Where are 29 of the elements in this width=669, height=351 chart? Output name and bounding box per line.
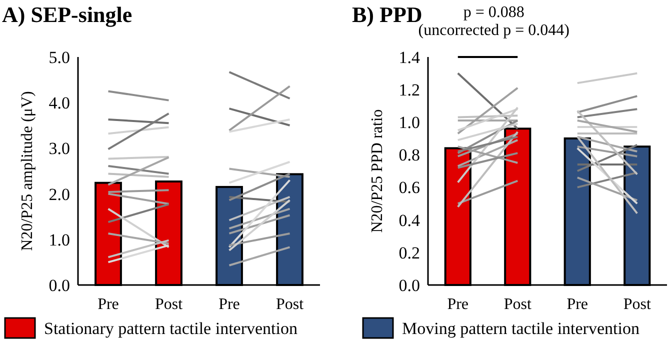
y-axis-title: N20/P25 PPD ratio [369, 109, 386, 233]
y-tick-label: 1.2 [398, 80, 420, 100]
x-tick-label: Post [154, 296, 184, 313]
legend-label: Moving pattern tactile intervention [402, 319, 640, 338]
y-tick-label: 0.4 [398, 210, 420, 230]
y-tick-label: 0.0 [48, 276, 70, 295]
text: p = 0.088 [463, 4, 524, 21]
y-tick-label: 2.0 [48, 184, 70, 204]
x-tick-label: Pre [218, 296, 240, 313]
x-tick-label: Pre [447, 296, 469, 313]
x-tick-label: Pre [98, 296, 119, 313]
y-tick-label: 4.0 [48, 94, 70, 113]
x-tick-label: Post [504, 296, 532, 313]
y-tick-label: 0.2 [398, 243, 420, 262]
text: (uncorrected p = 0.044) [418, 22, 570, 39]
x-tick-label: Post [276, 296, 304, 313]
y-tick-label: 1.4 [398, 48, 420, 67]
y-tick-label: 5.0 [48, 48, 70, 67]
x-tick-label: Post [623, 296, 652, 313]
y-axis-title: N20/P25 amplitude (μV) [19, 91, 36, 251]
y-tick-label: 0.0 [398, 276, 420, 295]
chart-title: A) SEP-single [2, 2, 132, 27]
y-tick-label: 0.8 [398, 146, 420, 165]
legend-label: Stationary pattern tactile intervention [44, 319, 298, 338]
y-tick-label: 0.6 [398, 178, 420, 198]
x-tick-label: Pre [566, 296, 588, 313]
y-tick-label: 1.0 [398, 113, 420, 132]
y-tick-label: 1.0 [48, 230, 70, 250]
y-tick-label: 3.0 [48, 139, 70, 158]
